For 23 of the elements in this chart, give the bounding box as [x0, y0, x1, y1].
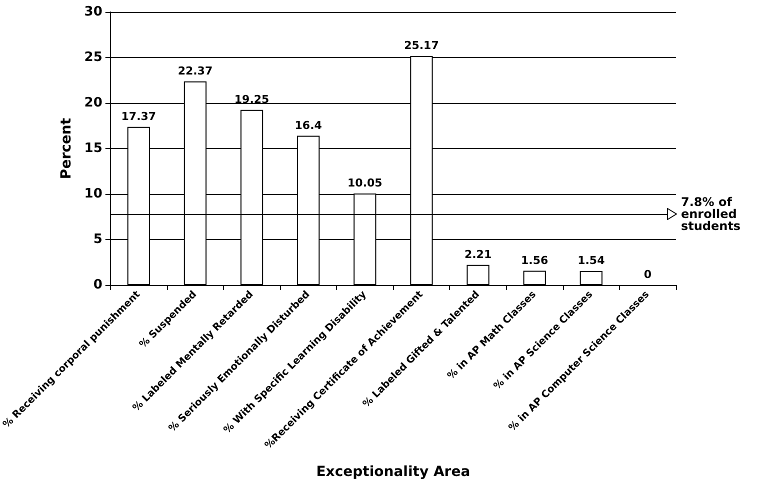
data-label: 2.21 [464, 248, 492, 261]
y-tick-label: 20 [84, 96, 102, 110]
y-tick-label: 10 [84, 186, 102, 202]
y-tick-label: 30 [84, 4, 102, 20]
y-tick-label: 5 [93, 232, 102, 247]
data-label: 22.37 [178, 64, 213, 78]
data-label: 25.17 [404, 38, 439, 52]
bar [466, 264, 490, 285]
bar [580, 270, 602, 285]
data-label: 17.37 [121, 110, 156, 123]
ref-line-label: 7.8% of enrolled students [681, 195, 741, 234]
bar [523, 270, 546, 285]
y-tick-label: 0 [93, 278, 102, 292]
y-axis-title: Percent [58, 118, 74, 180]
data-label: 1.56 [521, 254, 549, 267]
x-axis-title: Exceptionality Area [316, 464, 470, 480]
data-label: 0 [644, 268, 652, 281]
data-label: 10.05 [348, 176, 382, 190]
data-label: 16.4 [294, 118, 322, 132]
y-tick-label: 15 [84, 141, 102, 156]
y-tick-label: 25 [84, 50, 102, 65]
data-label: 1.54 [578, 254, 606, 267]
data-label: 19.25 [234, 92, 270, 106]
